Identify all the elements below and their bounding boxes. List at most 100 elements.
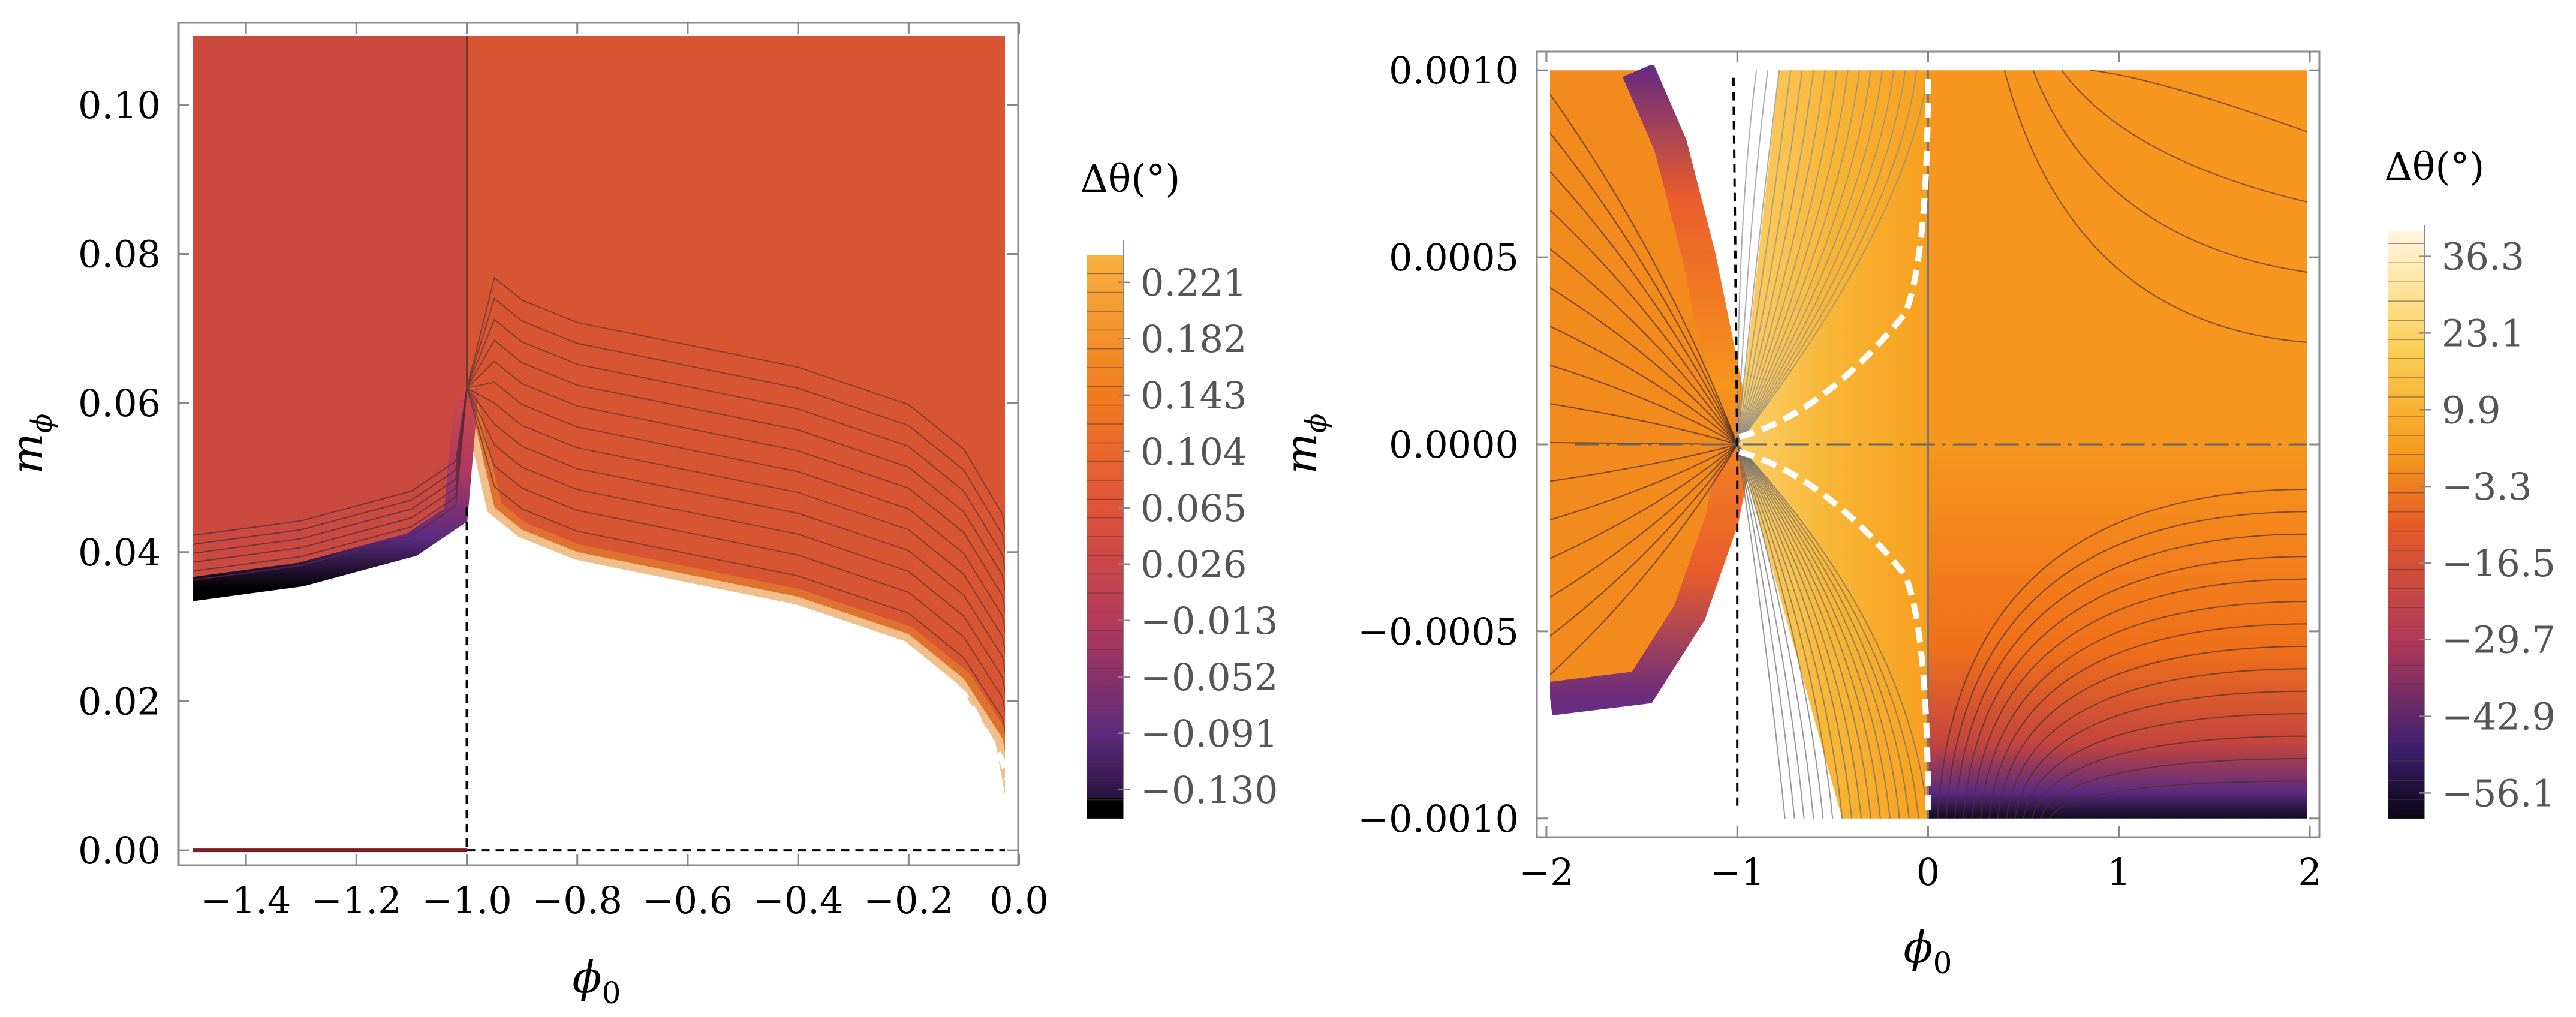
panel-2-contour-fan-top — [1737, 70, 1792, 445]
panel-2-contour-fan-bottom — [1737, 444, 1881, 819]
panel-2-contour-fan-bottom — [1737, 444, 1814, 819]
panel-2-colorbar: Δθ(°) 36.3 23.1 9.9 −3.3 −16.5 −29.7 −42.9 −56.… — [2385, 145, 2556, 819]
panel-2-x-tick-label: −1 — [1710, 850, 1765, 894]
panel-1-colorbar-tick-label: 0.221 — [1140, 261, 1247, 305]
panel-1-x-ticks: −1.4 −1.2 −1.0 −0.8 −0.6 −0.4 −0.2 0.0 — [201, 23, 1049, 922]
panel-1-colorbar-tick-label: 0.065 — [1140, 486, 1247, 530]
panel-1-y-tick-label: 0.08 — [78, 232, 161, 276]
panel-1-y-axis-label: mϕ — [2, 414, 59, 474]
panel-2-contour-fan-top — [1737, 70, 1895, 445]
panel-2-contour-right-bottom — [2040, 758, 2307, 819]
panel-2-colorbar-ticks: 36.3 23.1 9.9 −3.3 −16.5 −29.7 −42.9 −56.1 — [2419, 235, 2556, 815]
panel-2-contour-left — [1550, 170, 1738, 445]
panel-2-contour-fan-top — [1737, 70, 1769, 445]
panel-2-contour-left — [1550, 131, 1738, 445]
panel-2-colorbar-tick-label: 23.1 — [2442, 311, 2524, 355]
panel-2-contour-left — [1550, 326, 1738, 445]
panel-2-x-tick-label: 0 — [1916, 850, 1940, 894]
panel-2-contour-fan-bottom — [1737, 444, 1795, 819]
panel-1-plot-area — [193, 36, 1005, 853]
panel-2-x-axis-label: ϕ0 — [1904, 922, 1952, 980]
panel-1-x-tick-label: −1.4 — [201, 878, 291, 922]
panel-2-y-tick-label: 0.0000 — [1389, 423, 1519, 467]
panel-2-contour-fan-top — [1737, 70, 1918, 445]
panel-2-x-tick-label: −2 — [1519, 850, 1573, 894]
panel-1-colorbar-title: Δθ(°) — [1081, 157, 1181, 201]
panel-2-contour-right-bottom — [1937, 488, 2307, 819]
panel-1-colorbar-tick-label: 0.104 — [1140, 430, 1247, 474]
panel-1-y-ticks: 0.00 0.02 0.04 0.06 0.08 0.10 — [78, 83, 1018, 872]
panel-1-colorbar-black-cap — [1087, 798, 1124, 819]
panel-2-contour-fan-bottom — [1737, 444, 1843, 819]
panel-2-colorbar-tick-label: −3.3 — [2442, 465, 2532, 508]
panel-2-contour-left — [1550, 444, 1738, 559]
panel-1-contour-right — [466, 276, 1005, 532]
panel-1-y-tick-label: 0.06 — [78, 381, 161, 425]
panel-2-contour-right-bottom — [1988, 623, 2307, 819]
panel-2-contour-right-bottom — [1945, 511, 2307, 819]
panel-2-contour-fan-bottom — [1737, 444, 1872, 819]
panel-1-colorbar-ticks: 0.221 0.182 0.143 0.104 0.065 0.026 −0.013 −0.0… — [1118, 261, 1278, 812]
panel-2-contour-right-bottom — [1971, 578, 2307, 819]
panel-2-colorbar-tick-label: 9.9 — [2442, 388, 2501, 432]
panel-2-contour-fan-bottom — [1737, 444, 1824, 819]
panel-1-contour-right — [467, 381, 1005, 634]
panel-2-colorbar-tick-label: −56.1 — [2442, 771, 2556, 815]
panel-1-x-tick-label: −0.4 — [753, 878, 844, 922]
panel-2-contour-left — [1550, 444, 1738, 598]
panel-2-contour-right-top — [2061, 70, 2307, 203]
panel-2-contour-fan-bottom — [1737, 444, 1786, 819]
panel-1-x-tick-label: −0.2 — [863, 878, 954, 922]
panel-2-colorbar-title: Δθ(°) — [2385, 145, 2485, 189]
panel-1-x-tick-label: −1.2 — [311, 878, 402, 922]
panel-1-boundary-band-right — [459, 386, 1005, 795]
panel-1-colorbar: Δθ(°) 0.221 0.182 0.143 0.104 0.065 0.026 −0.0… — [1081, 157, 1278, 819]
panel-1-contour-right — [466, 360, 1005, 613]
panel-2-contour-right-bottom — [1980, 601, 2307, 819]
panel-2-y-tick-label: 0.0010 — [1389, 49, 1519, 92]
panel-2-contour-fan-top — [1737, 70, 1872, 445]
panel-2-x-ticks: −2 −1 0 1 2 — [1519, 52, 2322, 894]
panel-2-colorbar-tick-label: −16.5 — [2442, 541, 2556, 585]
panel-1-contour-right — [466, 387, 1005, 694]
panel-1-colorbar-tick-label: −0.052 — [1140, 655, 1278, 699]
panel-2-contour-fan-bottom — [1737, 444, 1900, 819]
panel-1-y-tick-label: 0.10 — [78, 83, 161, 127]
panel-1-contour-right — [467, 387, 1005, 654]
panel-1-colorbar-tick-label: −0.130 — [1140, 768, 1278, 812]
panel-2-colorbar-tick-label: −29.7 — [2442, 618, 2556, 662]
panel-2-x-tick-label: 2 — [2298, 850, 2321, 894]
panel-1-y-tick-label: 0.04 — [78, 531, 161, 574]
panel-2-plot-area — [1550, 65, 2307, 819]
panel-1-contour-left — [193, 388, 468, 536]
panel-2-contour-fan-top — [1737, 70, 1849, 445]
panel-2-contour-fan-top — [1737, 70, 1883, 445]
panel-1-region-right — [467, 36, 1005, 752]
panel-2-contour-fan-top — [1737, 70, 1906, 445]
panel-2-contour-right-bottom — [2014, 690, 2307, 819]
panel-1-contour-lines — [193, 36, 1005, 735]
panel-2-contour-fan-top — [1737, 70, 1803, 445]
panel-2-contour-fan-bottom — [1737, 444, 1862, 819]
panel-2-contour-fan-bottom — [1737, 444, 1910, 819]
panel-1-contour-left — [193, 388, 468, 545]
panel-2-contour-left — [1550, 444, 1738, 521]
panel-1-colorbar-tick-label: 0.182 — [1140, 317, 1247, 361]
panel-2-contour-right-bottom — [1954, 533, 2307, 819]
panel-1-contour-right — [466, 297, 1005, 553]
panel-2-contour-fan-bottom — [1737, 444, 1919, 819]
panel-2-y-axis-label: mϕ — [1276, 414, 1333, 474]
panel-1-contour-right — [466, 318, 1005, 573]
panel-2-y-tick-label: −0.0005 — [1358, 610, 1519, 654]
panel-2-region-right-top — [1928, 70, 2307, 444]
panel-2-contour-fan-top — [1737, 70, 1826, 445]
panel-1-x-tick-label: 0.0 — [989, 878, 1049, 922]
panel-2: −2 −1 0 1 2 −0.0010 −0.0005 0.0000 0.0005 0.0010… — [1276, 49, 2556, 980]
panel-2-contour-fan-top — [1737, 70, 1860, 445]
panel-2-contour-fan-top — [1737, 70, 1837, 445]
panel-2-contour-right-bottom — [2023, 713, 2307, 819]
panel-1-colorbar-bands — [1087, 240, 1124, 819]
panel-1-colorbar-tick-label: 0.143 — [1140, 374, 1247, 417]
panel-2-contour-right-top — [2090, 70, 2307, 133]
